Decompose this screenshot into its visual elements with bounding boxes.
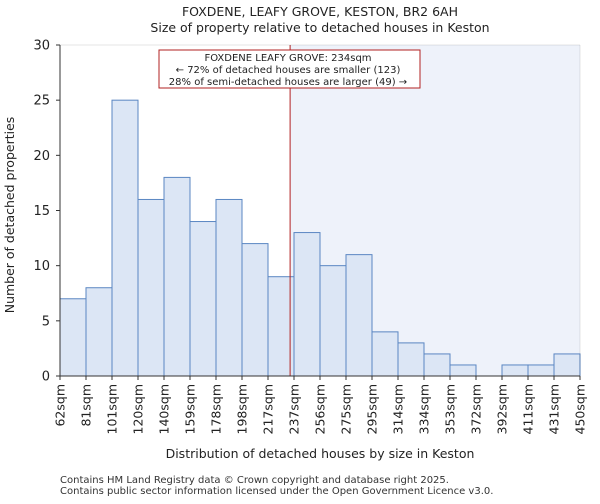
x-tick-label-314sqm: 314sqm: [391, 384, 406, 434]
y-tick-label-25: 25: [33, 94, 50, 109]
annotation-title: FOXDENE LEAFY GROVE: 234sqm: [204, 53, 371, 64]
x-tick-label-334sqm: 334sqm: [417, 384, 432, 434]
x-tick-label-392sqm: 392sqm: [495, 384, 510, 434]
x-ticks-group: 62sqm 81sqm 101sqm 120sqm 140sqm 159sqm 178sqm…: [53, 376, 588, 434]
bar-353sqm: [449, 364, 477, 377]
y-tick-label-20: 20: [33, 149, 50, 164]
annotation-larger: 28% of semi-detached houses are larger (…: [169, 77, 407, 88]
x-tick-label-450sqm: 450sqm: [573, 384, 588, 434]
bar-62sqm: [59, 298, 87, 377]
x-tick-label-353sqm: 353sqm: [443, 384, 458, 434]
x-tick-label-372sqm: 372sqm: [469, 384, 484, 434]
x-tick-label-275sqm: 275sqm: [339, 384, 354, 434]
bar-120sqm: [137, 198, 165, 377]
x-tick-label-198sqm: 198sqm: [235, 384, 250, 434]
annotation-smaller: ← 72% of detached houses are smaller (12…: [176, 65, 401, 76]
bar-178sqm: [215, 198, 243, 377]
x-tick-label-295sqm: 295sqm: [365, 384, 380, 434]
bar-314sqm: [397, 342, 425, 377]
x-tick-label-81sqm: 81sqm: [79, 384, 94, 427]
bar-431sqm: [553, 353, 581, 377]
y-tick-label-15: 15: [33, 204, 50, 219]
y-axis-label: Number of detached properties: [2, 117, 17, 314]
annotation-box: [158, 49, 421, 89]
footer-line-2: Contains public sector information licen…: [60, 486, 493, 497]
x-tick-label-237sqm: 237sqm: [287, 384, 302, 434]
bar-237sqm: [293, 232, 321, 377]
bars-group: [59, 99, 581, 377]
x-tick-label-411sqm: 411sqm: [521, 384, 536, 434]
x-tick-label-62sqm: 62sqm: [53, 384, 68, 427]
bar-159sqm: [189, 221, 217, 377]
bar-140sqm: [163, 176, 191, 377]
x-tick-label-431sqm: 431sqm: [547, 384, 562, 434]
bar-334sqm: [423, 353, 451, 377]
chart-title: FOXDENE, LEAFY GROVE, KESTON, BR2 6AH: [182, 4, 458, 19]
x-tick-label-217sqm: 217sqm: [261, 384, 276, 434]
chart-subtitle: Size of property relative to detached ho…: [150, 20, 489, 35]
y-tick-label-5: 5: [42, 314, 50, 329]
bar-101sqm: [111, 99, 139, 377]
bar-256sqm: [319, 265, 347, 377]
x-tick-label-256sqm: 256sqm: [313, 384, 328, 434]
x-tick-label-101sqm: 101sqm: [105, 384, 120, 434]
bar-198sqm: [241, 243, 269, 377]
x-tick-label-178sqm: 178sqm: [209, 384, 224, 434]
y-ticks-group: 0 5 10 15 20 25 30: [33, 39, 60, 385]
footer-line-1: Contains HM Land Registry data © Crown c…: [60, 475, 449, 486]
bar-411sqm: [527, 364, 555, 377]
bar-81sqm: [85, 287, 113, 377]
x-tick-label-120sqm: 120sqm: [131, 384, 146, 434]
x-tick-label-159sqm: 159sqm: [183, 384, 198, 434]
bar-275sqm: [345, 254, 373, 377]
bar-392sqm: [501, 364, 529, 377]
x-axis-label: Distribution of detached houses by size …: [166, 446, 475, 461]
bar-295sqm: [371, 331, 399, 377]
y-tick-label-10: 10: [33, 259, 50, 274]
x-tick-label-140sqm: 140sqm: [157, 384, 172, 434]
y-tick-label-0: 0: [42, 370, 50, 385]
y-tick-label-30: 30: [33, 39, 50, 54]
